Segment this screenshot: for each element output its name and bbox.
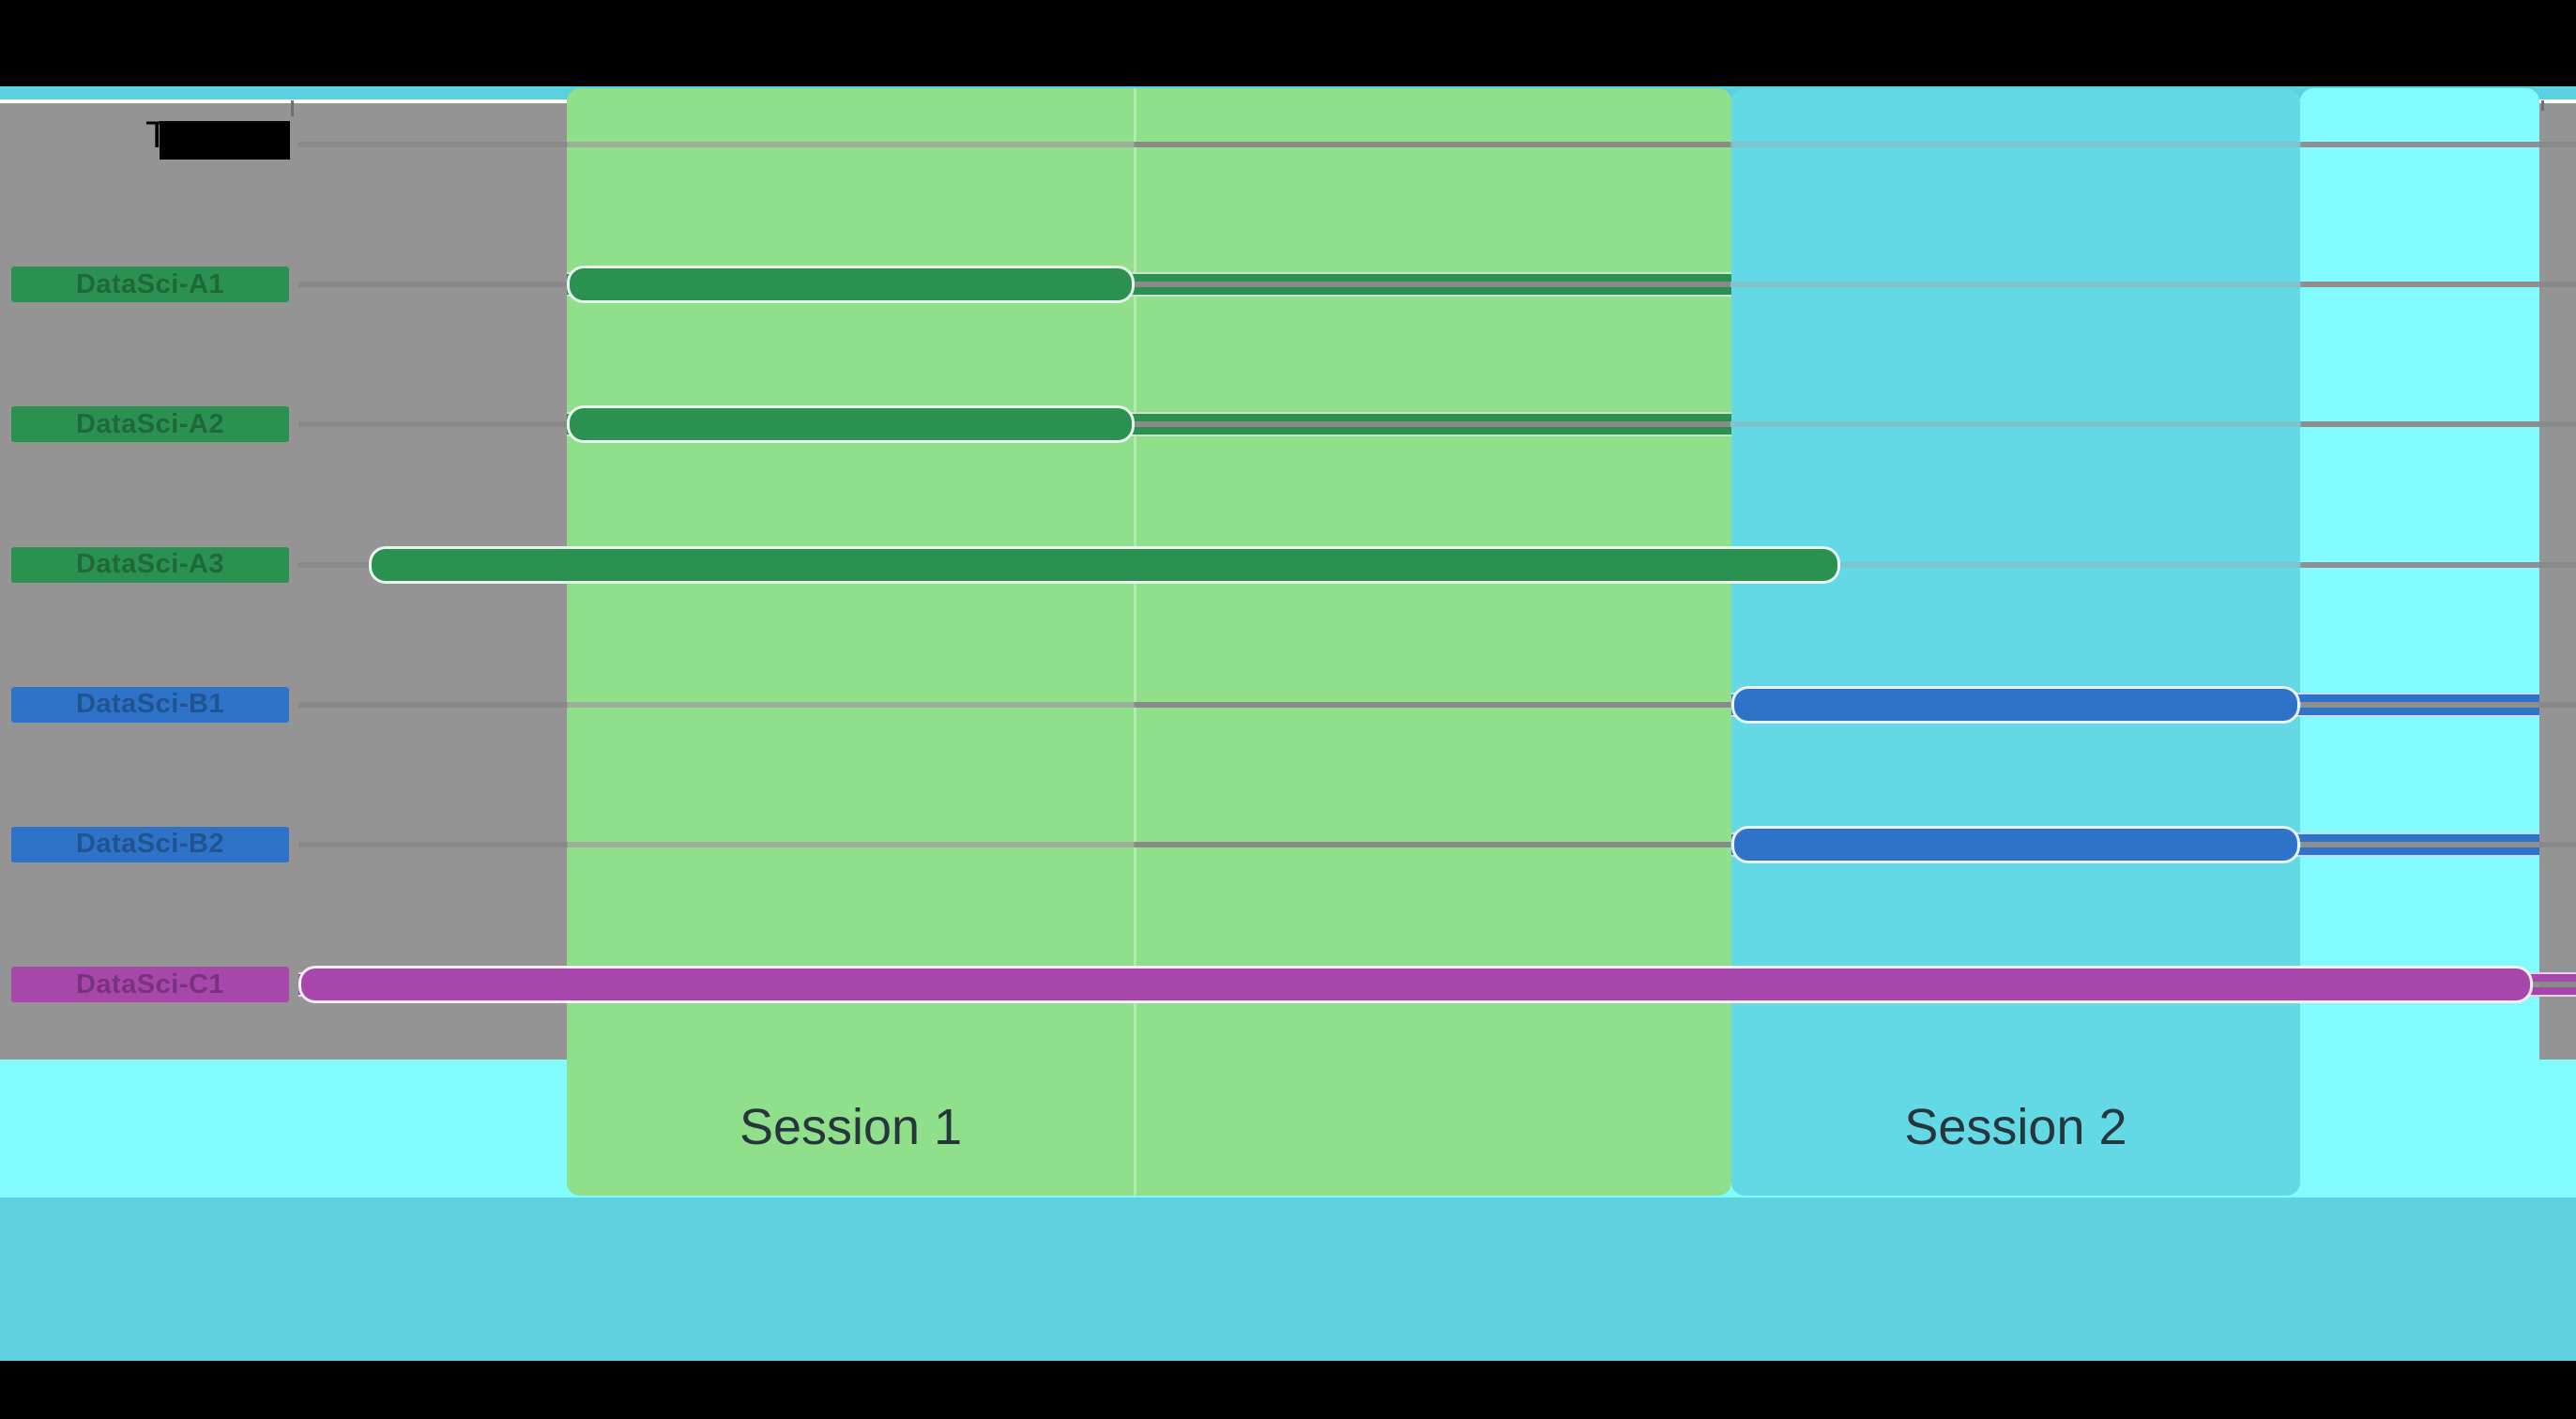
session-band-3 (2300, 88, 2540, 1196)
axis-tick-left (291, 100, 294, 116)
task-bar-5 (1730, 825, 2301, 863)
task-label-3: DataSci-A3 (11, 546, 289, 583)
session-label-2: Session 2 (1904, 1099, 2127, 1155)
task-label-5: DataSci-B2 (11, 826, 289, 862)
bottom-black-bar (0, 1361, 2576, 1419)
task-label-4: DataSci-B1 (11, 686, 289, 723)
row-gridline-over-track (567, 421, 1731, 428)
task-label-1: DataSci-A1 (11, 267, 289, 303)
row-gridline-over-track (567, 282, 1731, 288)
task-bar-3 (369, 545, 1841, 584)
footer-cyan-band (0, 1198, 2576, 1361)
task-label-2: DataSci-A2 (11, 406, 289, 443)
row-gridline (298, 142, 2576, 147)
task-bar-1 (567, 266, 1135, 304)
task-bar-2 (567, 405, 1135, 444)
task-label-6: DataSci-C1 (11, 967, 289, 1003)
session-band-seam (1133, 88, 1136, 1196)
session-band-2 (1730, 88, 2301, 1196)
session-band-1 (567, 88, 1731, 1196)
legend (0, 1361, 2576, 1419)
axis-title-redaction-box (160, 121, 290, 160)
task-bar-4 (1730, 685, 2301, 724)
top-black-bar (0, 0, 2576, 86)
axis-tick-right (2541, 100, 2544, 111)
row-gridline (298, 841, 2576, 847)
task-bar-6 (298, 966, 2533, 1004)
session-label-1: Session 1 (739, 1099, 963, 1155)
row-gridline (298, 701, 2576, 708)
